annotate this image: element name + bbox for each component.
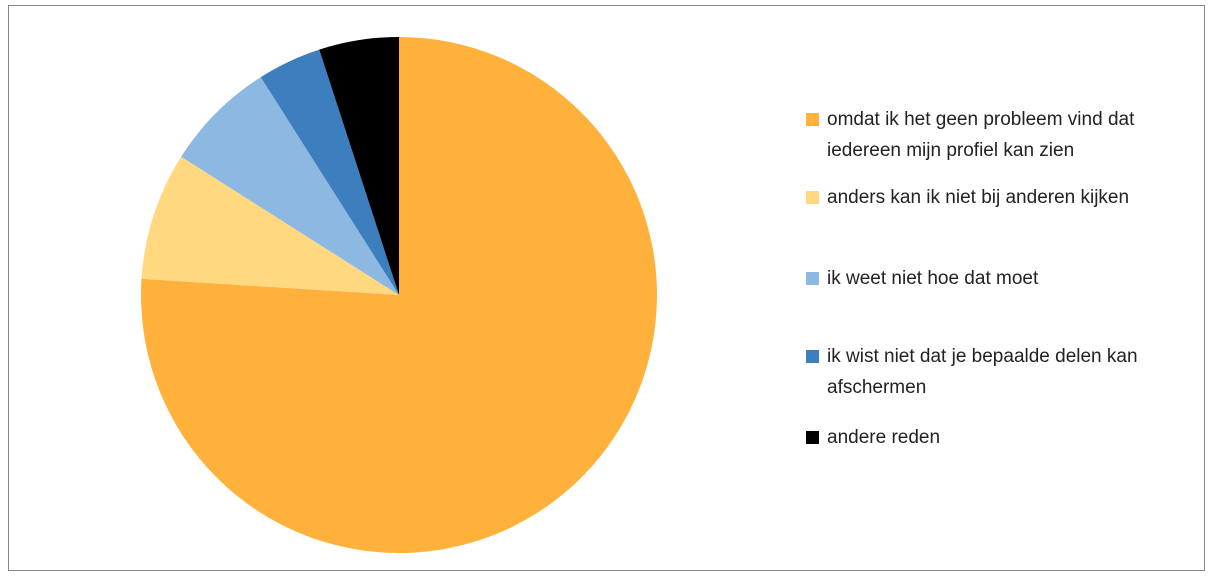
legend-label: ik wist niet dat je bepaalde delen kan a… xyxy=(827,346,1138,398)
pie-slice xyxy=(140,37,657,553)
legend-label: ik weet niet hoe dat moet xyxy=(827,268,1039,289)
chart-frame xyxy=(8,5,1205,571)
pie-slice xyxy=(319,37,399,295)
legend-swatch xyxy=(806,350,819,363)
legend-label: anders kan ik niet bij anderen kijken xyxy=(827,187,1130,208)
legend-swatch xyxy=(806,191,819,204)
legend-label: andere reden xyxy=(827,427,941,448)
legend-entry: andere reden xyxy=(806,422,1186,453)
pie-slice xyxy=(141,156,400,295)
legend-swatch xyxy=(806,113,819,126)
legend-label: omdat ik het geen probleem vind dat iede… xyxy=(827,109,1135,161)
pie-slice xyxy=(181,77,399,296)
legend-entry: anders kan ik niet bij anderen kijken xyxy=(806,182,1186,213)
legend-swatch xyxy=(806,272,819,285)
legend-entry: ik wist niet dat je bepaalde delen kan a… xyxy=(806,341,1186,403)
legend-entry: omdat ik het geen probleem vind dat iede… xyxy=(806,104,1186,166)
legend-swatch xyxy=(806,431,819,444)
pie-slice xyxy=(260,49,399,296)
legend-entry: ik weet niet hoe dat moet xyxy=(806,263,1186,294)
